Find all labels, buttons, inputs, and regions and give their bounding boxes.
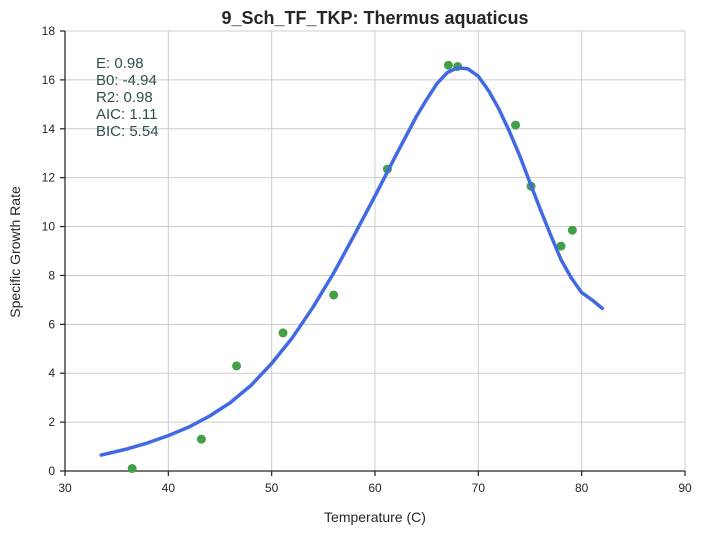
series: [99, 60, 605, 474]
x-tick-label: 30: [58, 481, 72, 495]
x-tick-label: 70: [472, 481, 486, 495]
y-ticks: 0 2 4 6 8 10 12 14 16 18: [42, 24, 65, 478]
y-tick-label: 14: [42, 122, 56, 136]
data-point: [511, 120, 521, 130]
y-tick-label: 10: [42, 220, 56, 234]
stats-line-bic: BIC: 5.54: [96, 123, 159, 140]
y-tick-label: 6: [48, 317, 55, 331]
chart-title: 9_Sch_TF_TKP: Thermus aquaticus: [221, 8, 528, 28]
y-tick-label: 12: [42, 171, 56, 185]
y-tick-label: 18: [42, 24, 56, 38]
x-ticks: 30 40 50 60 70 80 90: [58, 471, 692, 495]
y-tick-label: 2: [48, 415, 55, 429]
data-point: [127, 464, 137, 474]
data-point: [329, 290, 339, 300]
x-axis-label: Temperature (C): [324, 509, 426, 525]
stats-line-r2: R2: 0.98: [96, 89, 153, 106]
data-point: [443, 60, 453, 70]
y-tick-label: 16: [42, 73, 56, 87]
stats-line-aic: AIC: 1.11: [96, 106, 157, 123]
y-tick-label: 4: [48, 366, 55, 380]
stats-line-e: E: 0.98: [96, 55, 144, 72]
data-point: [278, 328, 288, 338]
data-point: [232, 361, 242, 371]
grid: [65, 30, 686, 471]
stats-annotation: E: 0.98 B0: -4.94 R2: 0.98 AIC: 1.11 BIC…: [96, 55, 159, 140]
y-tick-label: 0: [48, 464, 55, 478]
y-axis-label: Specific Growth Rate: [7, 186, 23, 318]
y-tick-label: 8: [48, 268, 55, 282]
x-tick-label: 90: [678, 481, 692, 495]
fit-curve: [99, 65, 605, 457]
stats-line-b0: B0: -4.94: [96, 72, 157, 89]
data-point: [196, 434, 206, 444]
x-tick-label: 80: [575, 481, 589, 495]
x-tick-label: 50: [265, 481, 279, 495]
x-tick-label: 40: [162, 481, 176, 495]
data-point: [567, 225, 577, 235]
x-tick-label: 60: [368, 481, 382, 495]
data-point: [556, 241, 566, 251]
